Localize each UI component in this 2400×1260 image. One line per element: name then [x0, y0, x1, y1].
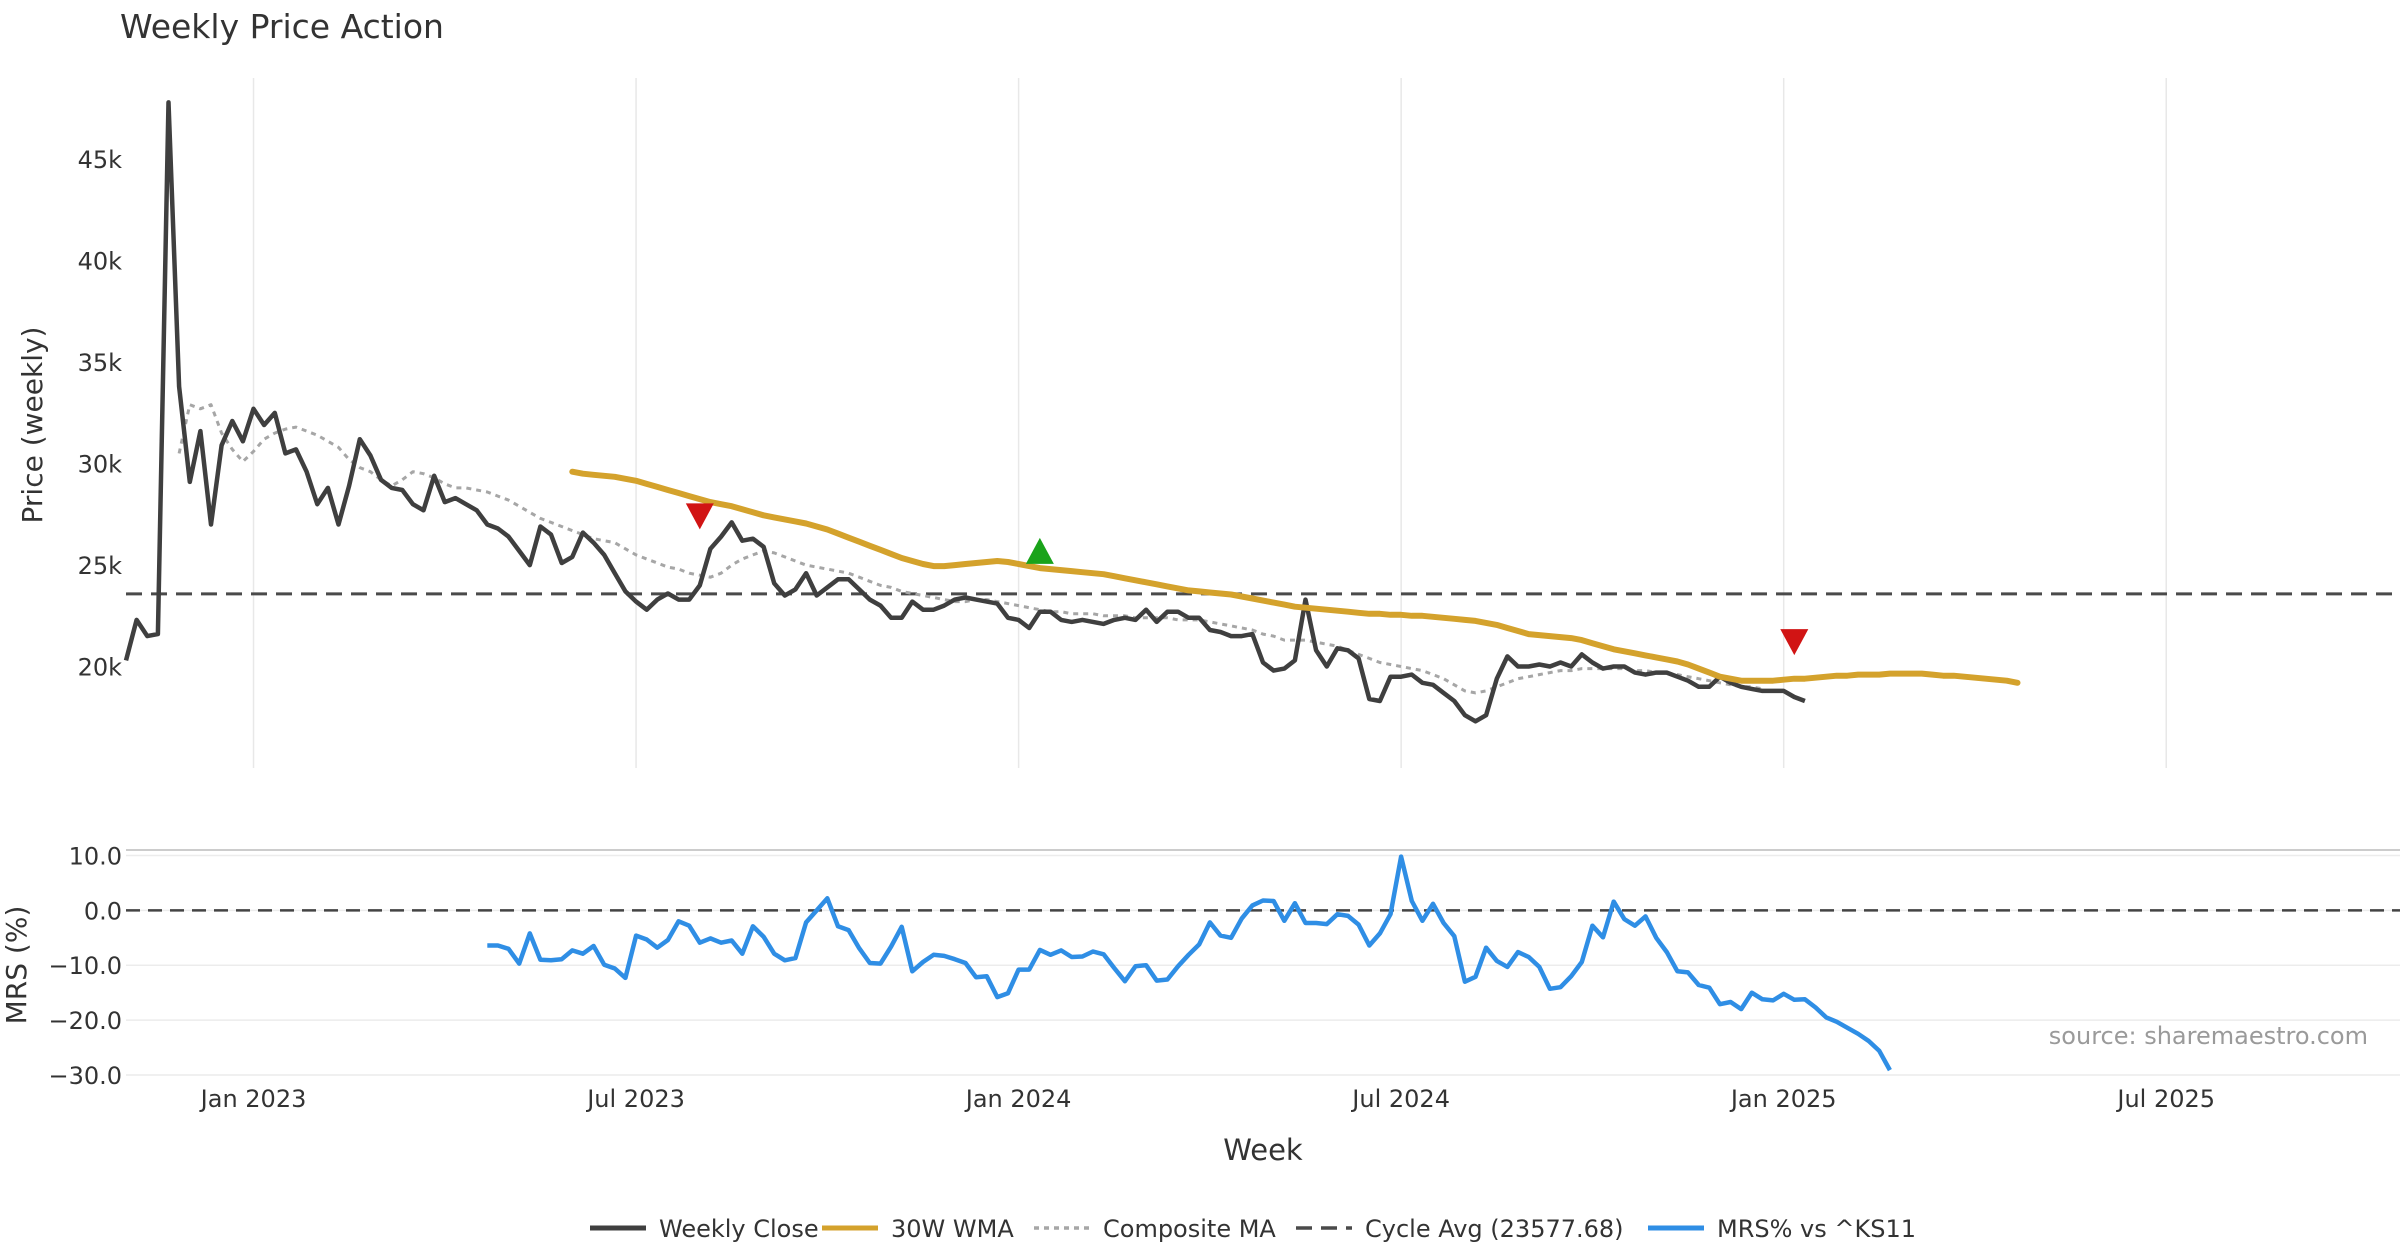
- mrs-y-ticks: 10.0 0.0 −10.0 −20.0 −30.0: [48, 842, 122, 1090]
- mrs-y-tick-label: 0.0: [84, 897, 122, 925]
- legend-label-wma: 30W WMA: [891, 1215, 1014, 1243]
- price-series: [123, 100, 2400, 724]
- price-y-axis-label: Price (weekly): [16, 327, 49, 524]
- mrs-y-tick-label: −30.0: [48, 1062, 122, 1090]
- sell-signal-marker: [1780, 629, 1809, 656]
- mrs-panel: 10.0 0.0 −10.0 −20.0 −30.0 MRS (%) source: s…: [0, 842, 2400, 1090]
- legend: Weekly Close 30W WMA Composite MA Cycle Avg…: [590, 1215, 1916, 1243]
- legend-label-composite: Composite MA: [1103, 1215, 1276, 1243]
- mrs-line: [487, 854, 1892, 1072]
- buy-signal-marker: [1025, 537, 1054, 564]
- x-tick-label: Jan 2024: [964, 1085, 1072, 1113]
- mrs-y-tick-label: −20.0: [48, 1007, 122, 1035]
- chart-title: Weekly Price Action: [120, 7, 444, 46]
- price-grid: [252, 78, 2167, 768]
- x-tick-label: Jul 2024: [1350, 1085, 1450, 1113]
- x-tick-label: Jul 2025: [2115, 1085, 2215, 1113]
- x-tick-label: Jan 2023: [199, 1085, 307, 1113]
- price-y-tick-label: 30k: [78, 451, 123, 479]
- legend-label-cycle: Cycle Avg (23577.68): [1365, 1215, 1624, 1243]
- sell-signal-marker: [685, 503, 714, 530]
- x-tick-label: Jan 2025: [1729, 1085, 1837, 1113]
- legend-label-close: Weekly Close: [659, 1215, 819, 1243]
- price-y-tick-label: 45k: [78, 146, 123, 174]
- price-y-tick-label: 25k: [78, 552, 123, 580]
- x-tick-label: Jul 2023: [585, 1085, 685, 1113]
- x-axis-ticks: Jan 2023 Jul 2023 Jan 2024 Jul 2024 Jan 2025…: [199, 1085, 2215, 1113]
- legend-label-mrs: MRS% vs ^KS11: [1717, 1215, 1916, 1243]
- price-y-tick-label: 40k: [78, 248, 123, 276]
- price-panel: 20k 25k 30k 35k 40k 45k Price (weekly): [16, 78, 2400, 768]
- source-note: source: sharemaestro.com: [2049, 1022, 2368, 1050]
- price-y-tick-label: 35k: [78, 349, 123, 377]
- mrs-y-axis-label: MRS (%): [0, 906, 33, 1025]
- weekly-close-line: [123, 100, 1806, 724]
- mrs-series: [126, 854, 2400, 1072]
- wma-30w-line: [569, 468, 2021, 686]
- price-y-tick-label: 20k: [78, 654, 123, 682]
- price-signals: [685, 503, 1809, 656]
- mrs-y-tick-label: −10.0: [48, 952, 122, 980]
- x-axis-label: Week: [1223, 1133, 1303, 1167]
- price-y-ticks: 20k 25k 30k 35k 40k 45k: [78, 146, 123, 681]
- mrs-y-tick-label: 10.0: [69, 842, 122, 870]
